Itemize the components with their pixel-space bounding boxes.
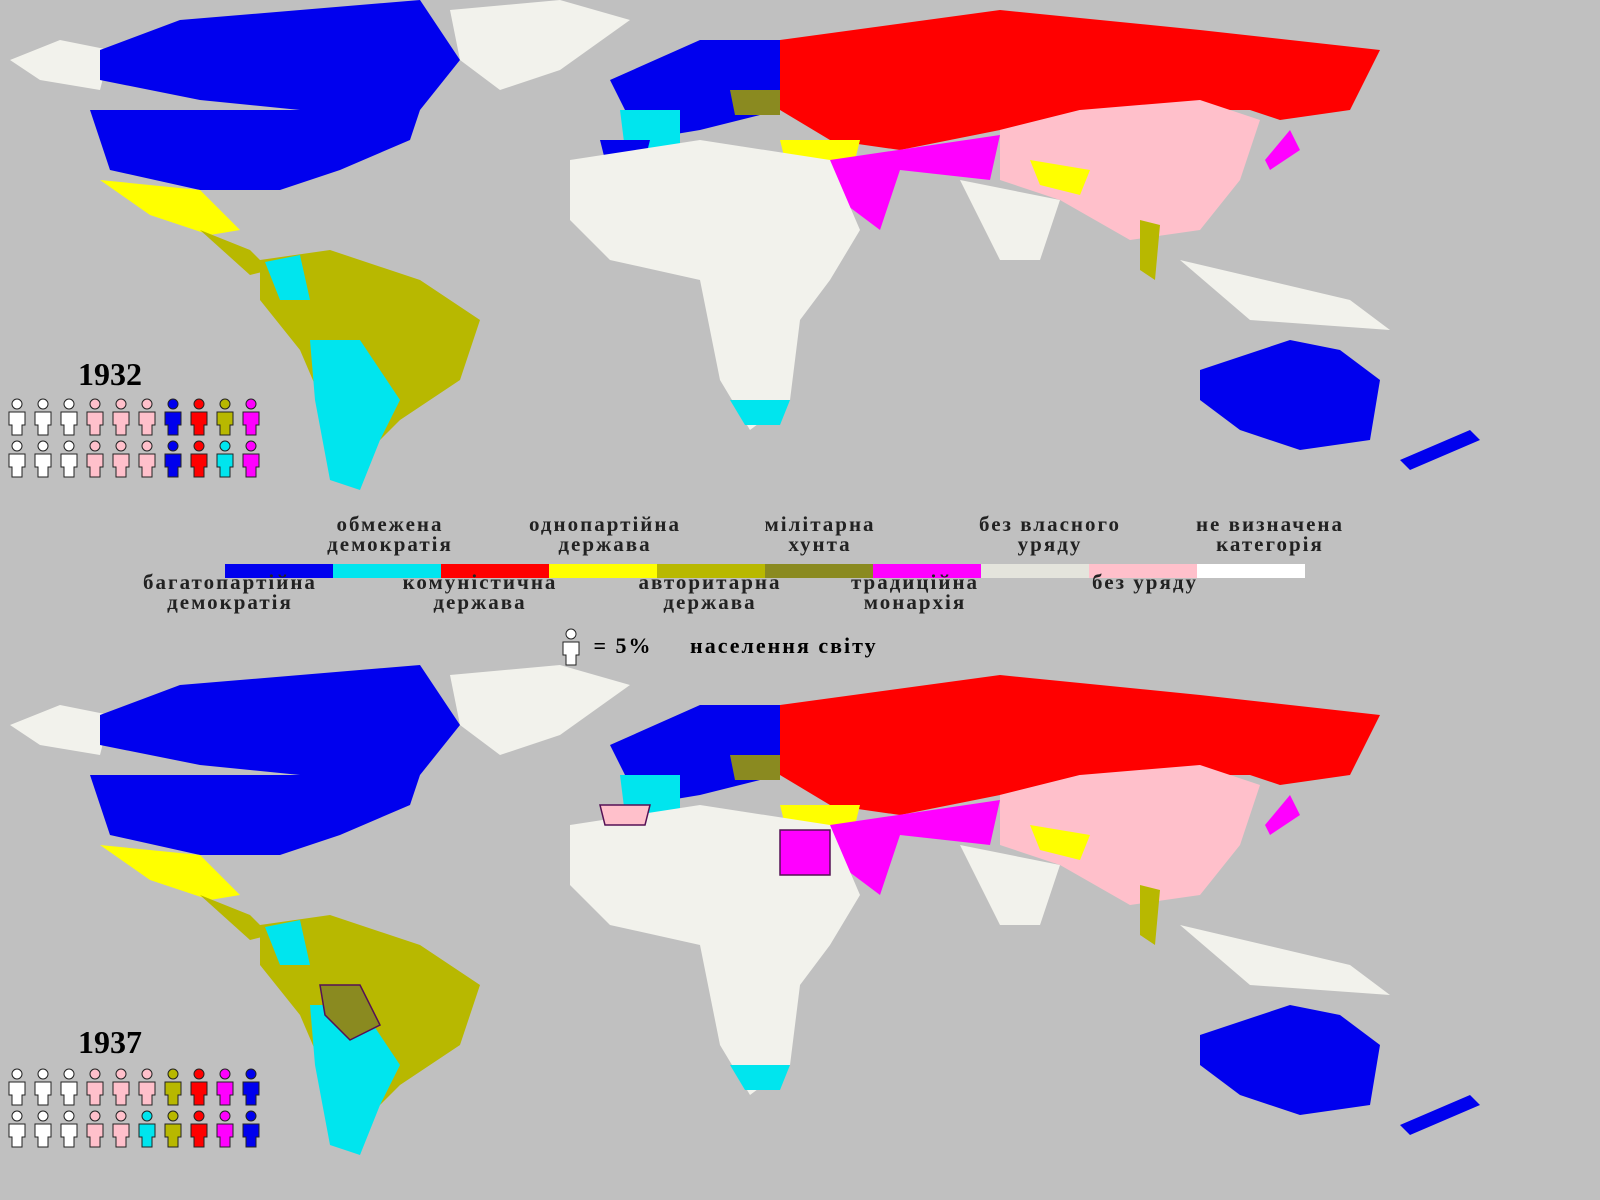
population-figure xyxy=(112,440,130,478)
legend-label: багатопартійна демократія xyxy=(143,570,317,614)
population-figure xyxy=(164,1110,182,1148)
legend-swatch xyxy=(441,564,549,578)
population-figure xyxy=(34,1068,52,1106)
population-figure xyxy=(86,398,104,436)
legend-label: комуністична держава xyxy=(402,570,558,614)
population-figure xyxy=(60,398,78,436)
population-figure xyxy=(34,440,52,478)
population-figure xyxy=(216,398,234,436)
year: 1932 xyxy=(78,356,142,392)
population-figure xyxy=(190,440,208,478)
map-1937 xyxy=(10,665,1480,1155)
key-label: населення світу xyxy=(690,633,878,659)
population-figure xyxy=(242,1110,260,1148)
legend-swatch xyxy=(1089,564,1197,578)
population-figure xyxy=(34,1110,52,1148)
legend-swatch xyxy=(1197,564,1305,578)
legend-swatch xyxy=(765,564,873,578)
legend-bar xyxy=(225,564,1305,578)
population-figure xyxy=(242,1068,260,1106)
population-figure xyxy=(216,440,234,478)
population-figure xyxy=(34,398,52,436)
population-figure xyxy=(86,1110,104,1148)
legend-label: однопартійна держава xyxy=(529,512,681,556)
population-figure xyxy=(86,1068,104,1106)
key-figure xyxy=(562,628,580,666)
population-figure xyxy=(242,398,260,436)
population-figure xyxy=(138,440,156,478)
population-figure xyxy=(164,1068,182,1106)
population-figure xyxy=(138,1110,156,1148)
population-figure xyxy=(60,1110,78,1148)
legend-swatch xyxy=(873,564,981,578)
population-figure xyxy=(112,398,130,436)
population-figure xyxy=(8,1068,26,1106)
population-figure xyxy=(164,440,182,478)
population-figure xyxy=(60,1068,78,1106)
year: 1937 xyxy=(78,1024,142,1060)
legend-swatch xyxy=(657,564,765,578)
legend-label: авторитарна держава xyxy=(638,570,782,614)
population-figure xyxy=(164,398,182,436)
population-figure xyxy=(86,440,104,478)
legend-swatch xyxy=(549,564,657,578)
population-figure xyxy=(242,440,260,478)
legend-label: обмежена демократія xyxy=(327,512,453,556)
population-figure xyxy=(8,398,26,436)
legend-label: не визначена категорія xyxy=(1195,512,1345,556)
population-figure xyxy=(8,440,26,478)
legend-label: мілітарна хунта xyxy=(764,512,876,556)
population-figure xyxy=(216,1068,234,1106)
population-figure xyxy=(8,1110,26,1148)
legend-key: = 5% населення світу xyxy=(560,628,878,668)
population-figure xyxy=(112,1110,130,1148)
population-figure xyxy=(138,398,156,436)
legend-swatch xyxy=(225,564,333,578)
population-figure xyxy=(138,1068,156,1106)
key-value: = 5% xyxy=(593,633,653,659)
legend-label: без власного уряду xyxy=(978,512,1121,556)
population-figure xyxy=(112,1068,130,1106)
legend-label: традиційна монархія xyxy=(850,570,980,614)
legend-label: без уряду xyxy=(1092,570,1198,594)
population-figure xyxy=(190,398,208,436)
population-figure xyxy=(190,1068,208,1106)
legend-swatch xyxy=(333,564,441,578)
population-figure xyxy=(216,1110,234,1148)
population-figure xyxy=(60,440,78,478)
legend-swatch xyxy=(981,564,1089,578)
population-figure xyxy=(190,1110,208,1148)
